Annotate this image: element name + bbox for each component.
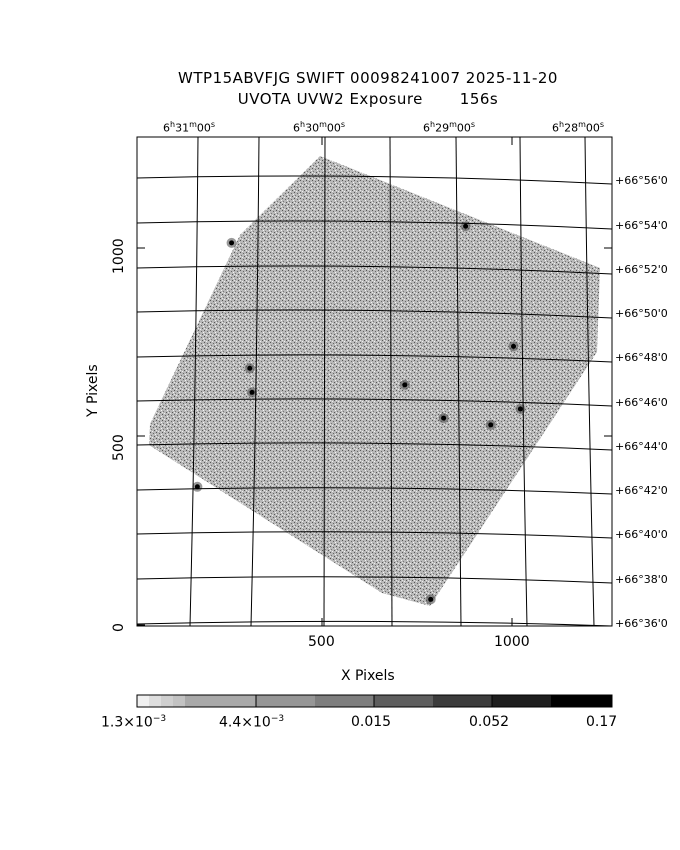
dec-tick-label: +66°48'0 bbox=[615, 351, 668, 364]
pixel-axis-ticks bbox=[137, 137, 612, 626]
x-axis-label: X Pixels bbox=[341, 668, 395, 684]
dec-tick-label: +66°46'0 bbox=[615, 396, 668, 409]
x-tick-label: 1000 bbox=[494, 634, 530, 650]
dec-tick-label: +66°52'0 bbox=[615, 263, 668, 276]
colorbar-label: 1.3×10−3 bbox=[101, 714, 167, 731]
y-tick-label: 500 bbox=[111, 434, 127, 461]
source-2 bbox=[229, 240, 235, 246]
colorbar-label: 0.015 bbox=[351, 714, 392, 730]
y-tick-label: 1000 bbox=[111, 238, 127, 274]
colorbar-label: 0.052 bbox=[469, 714, 510, 730]
dec-tick-label: +66°36'0 bbox=[615, 617, 668, 630]
source-7 bbox=[488, 422, 494, 428]
source-9 bbox=[511, 343, 517, 349]
source-8 bbox=[517, 406, 523, 412]
dec-tick-label: +66°42'0 bbox=[615, 484, 668, 497]
dec-tick-label: +66°50'0 bbox=[615, 307, 668, 320]
coordinate-grid bbox=[137, 137, 612, 626]
dec-tick-label: +66°38'0 bbox=[615, 573, 668, 586]
image-title-line-2: UVOTA UVW2 Exposure 156s bbox=[237, 90, 499, 108]
source-1 bbox=[463, 223, 469, 229]
colorbar-label: 0.17 bbox=[586, 714, 618, 730]
ra-tick-label: 6h29m00s bbox=[423, 120, 476, 135]
ra-tick-label: 6h31m00s bbox=[163, 120, 216, 135]
source-3 bbox=[249, 389, 255, 395]
y-axis-label: Y Pixels bbox=[85, 364, 101, 417]
source-10 bbox=[194, 484, 200, 490]
dec-tick-label: +66°40'0 bbox=[615, 528, 668, 541]
ra-tick-label: 6h28m00s bbox=[552, 120, 605, 135]
exposure-footprint bbox=[149, 156, 600, 606]
ra-tick-label: 6h30m00s bbox=[293, 120, 346, 135]
plot-frame bbox=[136, 136, 613, 627]
x-tick-label: 500 bbox=[308, 634, 335, 650]
y-tick-label: 0 bbox=[111, 623, 127, 632]
source-11 bbox=[428, 596, 434, 602]
dec-tick-label: +66°44'0 bbox=[615, 440, 668, 453]
source-4 bbox=[247, 365, 253, 371]
source-5 bbox=[402, 382, 408, 388]
image-title-line-1: WTP15ABVFJG SWIFT 00098241007 2025-11-20 bbox=[178, 69, 558, 87]
dec-tick-label: +66°54'0 bbox=[615, 219, 668, 232]
colorbar bbox=[136, 694, 613, 708]
source-6 bbox=[441, 415, 447, 421]
dec-tick-label: +66°56'0 bbox=[615, 174, 668, 187]
colorbar-label: 4.4×10−3 bbox=[219, 714, 285, 731]
